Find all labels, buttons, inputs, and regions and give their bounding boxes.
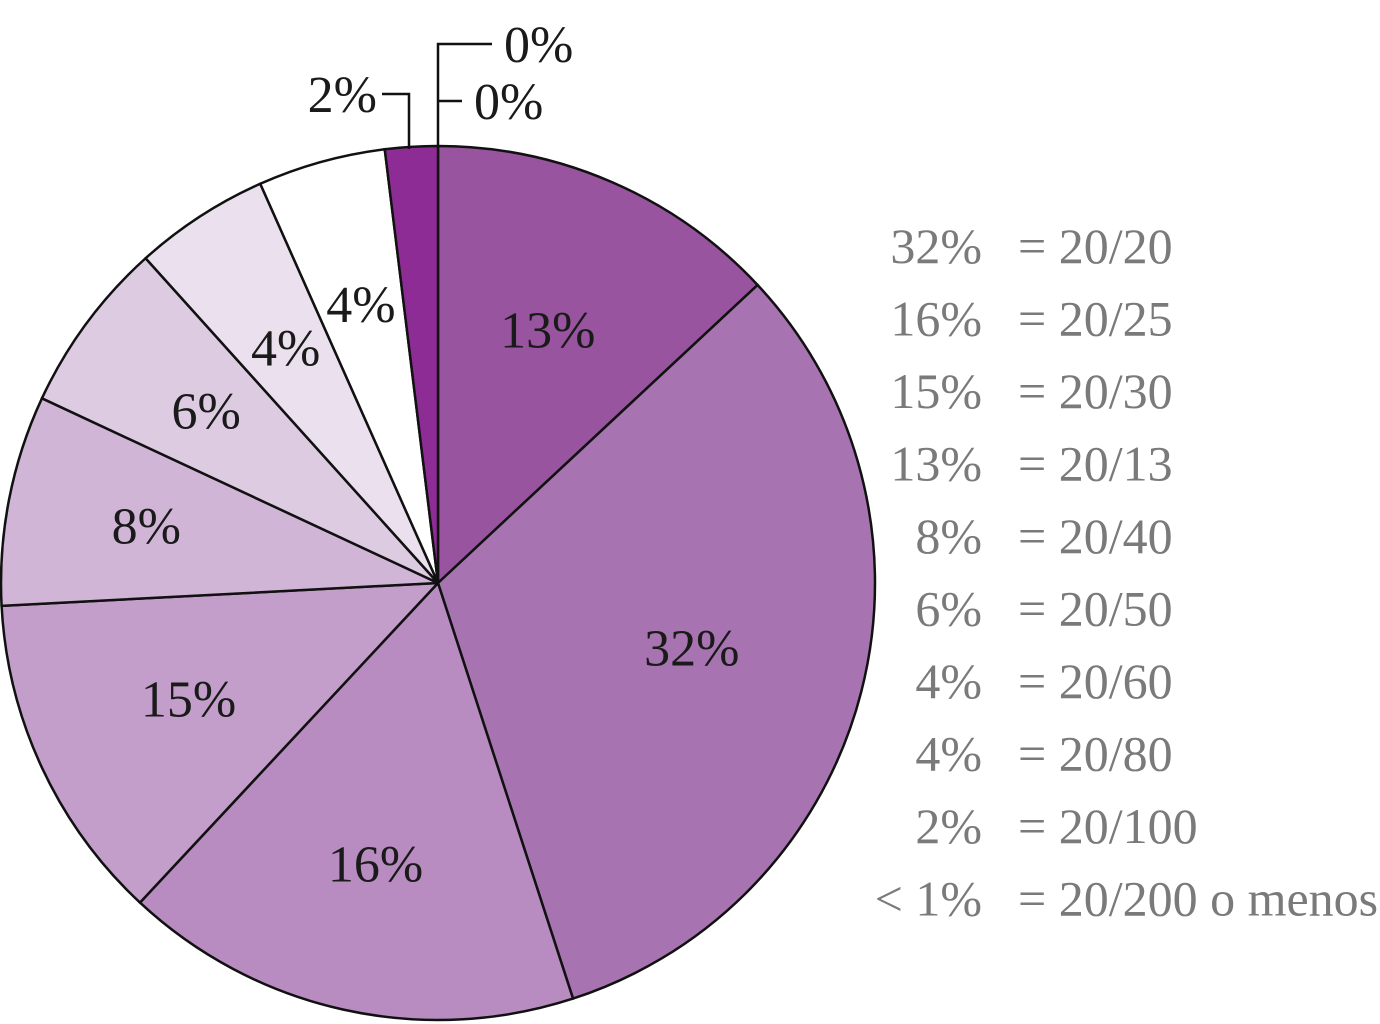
- legend-acuity: = 20/100: [1018, 798, 1198, 854]
- callout-line: [436, 42, 492, 146]
- pie-slice: [436, 144, 760, 586]
- legend-percent: 4%: [915, 726, 982, 782]
- legend-acuity: = 20/13: [1018, 436, 1173, 492]
- legend-percent: 32%: [890, 218, 982, 274]
- legend-percent: 13%: [890, 436, 982, 492]
- slice-label: 15%: [141, 671, 236, 728]
- legend-acuity: = 20/25: [1018, 291, 1173, 347]
- legend-acuity: = 20/200 o menos: [1018, 871, 1378, 927]
- legend-percent: 4%: [915, 653, 982, 709]
- slice-label: 6%: [171, 383, 240, 440]
- slice-label: 8%: [112, 498, 181, 555]
- legend-acuity: = 20/30: [1018, 363, 1173, 419]
- callout-label: 0%: [474, 74, 543, 131]
- slice-label: 4%: [251, 320, 320, 377]
- legend-percent: 6%: [915, 581, 982, 637]
- legend-percent: 16%: [890, 291, 982, 347]
- legend-acuity: = 20/50: [1018, 581, 1173, 637]
- legend-acuity: = 20/80: [1018, 726, 1173, 782]
- slice-label: 16%: [328, 837, 423, 894]
- legend-acuity: = 20/60: [1018, 653, 1173, 709]
- legend-percent: 2%: [915, 798, 982, 854]
- pie-slice: [40, 256, 439, 585]
- slice-label: 32%: [644, 621, 739, 678]
- slice-label: 13%: [500, 303, 595, 360]
- pie-slice: [0, 581, 442, 905]
- pie-slice: [138, 580, 575, 1022]
- slice-label: 4%: [326, 277, 395, 334]
- callout-label: 2%: [308, 67, 377, 124]
- legend-acuity: = 20/20: [1018, 218, 1173, 274]
- pie-slice: [436, 283, 877, 1001]
- legend-percent: < 1%: [875, 871, 982, 927]
- legend-percent: 8%: [915, 508, 982, 564]
- legend-acuity: = 20/40: [1018, 508, 1173, 564]
- callout-line: [382, 92, 411, 149]
- legend-percent: 15%: [890, 363, 982, 419]
- callout-label: 0%: [504, 17, 573, 74]
- pie-slice: [0, 396, 439, 608]
